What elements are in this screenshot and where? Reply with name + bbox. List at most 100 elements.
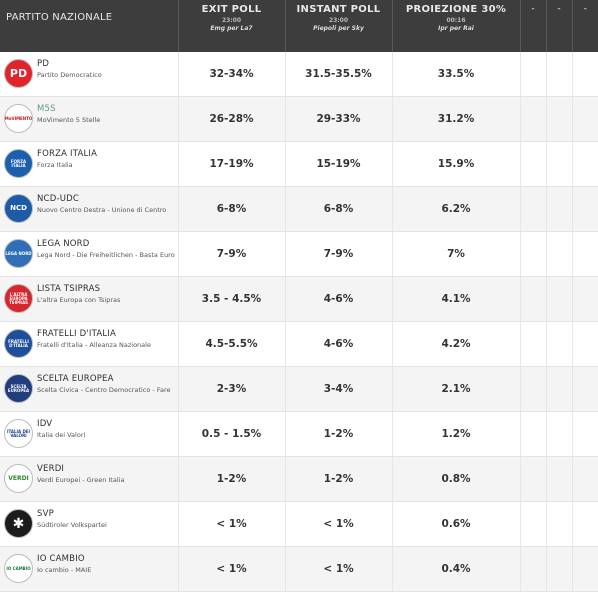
party-name: LEGA NORD xyxy=(37,239,90,249)
party-full-name: MoVimento 5 Stelle xyxy=(37,116,101,124)
empty-cell xyxy=(572,321,598,367)
party-full-name: Scelta Civica - Centro Democratico - Far… xyxy=(37,386,171,394)
empty-cell xyxy=(572,96,598,142)
instant-poll-title: INSTANT POLL xyxy=(296,4,381,15)
iocambio-logo-text: IO CAMBIO xyxy=(6,565,31,571)
exit-poll-value: 0.5 - 1.5% xyxy=(178,411,286,457)
empty-cell xyxy=(572,501,598,547)
instant-poll-value: 3-4% xyxy=(285,366,393,412)
empty-cell xyxy=(546,411,573,457)
lista-tsipras-logo-icon: L'ALTRA EUROPA TSIPRAS xyxy=(4,284,33,313)
extra-column-header-3: - xyxy=(572,0,598,52)
party-cell: SCELTA EUROPEA SCELTA EUROPEA Scelta Civ… xyxy=(0,366,179,412)
exit-poll-value: 4.5-5.5% xyxy=(178,321,286,367)
projection-header: PROIEZIONE 30% 00:16 Ipr per Rai xyxy=(392,0,521,52)
table-row: FRATELLI D'ITALIA FRATELLI D'ITALIA Frat… xyxy=(0,321,598,367)
party-full-name: Südtiroler Volkspartei xyxy=(37,521,107,529)
projection-value: 4.1% xyxy=(392,276,521,322)
projection-value: 6.2% xyxy=(392,186,521,232)
party-name: PD xyxy=(37,59,50,69)
projection-value: 31.2% xyxy=(392,96,521,142)
empty-cell xyxy=(520,411,547,457)
empty-cell xyxy=(546,52,573,97)
projection-value: 1.2% xyxy=(392,411,521,457)
lega-nord-logo-icon: LEGA NORD xyxy=(4,239,33,268)
party-cell: FORZA ITALIA FORZA ITALIA Forza Italia xyxy=(0,141,179,187)
extra-column-header-1: - xyxy=(520,0,547,52)
empty-cell xyxy=(546,501,573,547)
verdi-logo-icon: VERDI xyxy=(4,464,33,493)
party-cell: NCD NCD-UDC Nuovo Centro Destra - Unione… xyxy=(0,186,179,232)
instant-poll-value: 6-8% xyxy=(285,186,393,232)
instant-poll-value: 1-2% xyxy=(285,411,393,457)
exit-poll-value: 2-3% xyxy=(178,366,286,412)
empty-cell xyxy=(572,366,598,412)
party-full-name: Partito Democratico xyxy=(37,71,102,79)
table-body: PD PD Partito Democratico 32-34% 31.5-35… xyxy=(0,52,598,592)
scelta-europea-logo-icon: SCELTA EUROPEA xyxy=(4,374,33,403)
table-row: ITALIA DEI VALORI IDV Italia dei Valori … xyxy=(0,411,598,457)
forza-italia-logo-icon: FORZA ITALIA xyxy=(4,149,33,178)
empty-cell xyxy=(572,456,598,502)
empty-cell xyxy=(520,456,547,502)
instant-poll-value: 15-19% xyxy=(285,141,393,187)
party-full-name: Io cambio - MAIE xyxy=(37,566,92,574)
instant-poll-value: 1-2% xyxy=(285,456,393,502)
table-row: PD PD Partito Democratico 32-34% 31.5-35… xyxy=(0,52,598,97)
projection-value: 2.1% xyxy=(392,366,521,412)
idv-logo-icon: ITALIA DEI VALORI xyxy=(4,419,33,448)
party-name: SCELTA EUROPEA xyxy=(37,374,114,384)
svp-logo-glyph: ✱ xyxy=(12,515,25,532)
party-full-name: Verdi Europei - Green Italia xyxy=(37,476,125,484)
exit-poll-title: EXIT POLL xyxy=(201,4,262,15)
empty-cell xyxy=(520,186,547,232)
empty-cell xyxy=(520,141,547,187)
party-name: LISTA TSIPRAS xyxy=(37,284,101,294)
party-full-name: L'altra Europa con Tsipras xyxy=(37,296,121,304)
instant-poll-value: 29-33% xyxy=(285,96,393,142)
empty-cell xyxy=(520,501,547,547)
instant-poll-time: 23:00 xyxy=(328,17,349,24)
empty-cell xyxy=(546,546,573,592)
party-cell: PD PD Partito Democratico xyxy=(0,52,179,97)
party-cell: LEGA NORD LEGA NORD Lega Nord - Die Frei… xyxy=(0,231,179,277)
table-row: IO CAMBIO IO CAMBIO Io cambio - MAIE < 1… xyxy=(0,546,598,592)
empty-cell xyxy=(520,96,547,142)
party-name: SVP xyxy=(37,509,54,519)
instant-poll-source: Piepoli per Sky xyxy=(313,25,364,32)
party-cell: ✱ SVP Südtiroler Volkspartei xyxy=(0,501,179,547)
projection-value: 15.9% xyxy=(392,141,521,187)
exit-poll-value: 6-8% xyxy=(178,186,286,232)
m5s-logo-text: MoVIMENTO xyxy=(4,115,33,121)
exit-poll-value: 26-28% xyxy=(178,96,286,142)
empty-cell xyxy=(520,366,547,412)
empty-cell xyxy=(520,321,547,367)
exit-poll-value: < 1% xyxy=(178,546,286,592)
instant-poll-value: 4-6% xyxy=(285,321,393,367)
table-row: FORZA ITALIA FORZA ITALIA Forza Italia 1… xyxy=(0,141,598,187)
exit-poll-time: 23:00 xyxy=(221,17,242,24)
table-row: VERDI VERDI Verdi Europei - Green Italia… xyxy=(0,456,598,502)
io-cambio-logo-icon: IO CAMBIO xyxy=(4,554,33,583)
empty-cell xyxy=(572,546,598,592)
party-full-name: Forza Italia xyxy=(37,161,73,169)
party-full-name: Nuovo Centro Destra - Unione di Centro xyxy=(37,206,167,214)
table-header: PARTITO NAZIONALE EXIT POLL 23:00 Emg pe… xyxy=(0,0,598,52)
projection-value: 0.8% xyxy=(392,456,521,502)
pd-logo-icon: PD xyxy=(4,59,33,88)
fi-logo-text: FORZA ITALIA xyxy=(10,158,27,168)
empty-cell xyxy=(546,231,573,277)
party-name: M5S xyxy=(37,104,56,114)
ncd-logo-text: NCD xyxy=(10,204,27,212)
instant-poll-value: 7-9% xyxy=(285,231,393,277)
empty-cell xyxy=(572,141,598,187)
projection-value: 0.4% xyxy=(392,546,521,592)
fdi-logo-text: FRATELLI D'ITALIA xyxy=(8,338,29,348)
empty-cell xyxy=(572,276,598,322)
empty-cell xyxy=(572,411,598,457)
empty-cell xyxy=(546,186,573,232)
party-cell: MoVIMENTO M5S MoVimento 5 Stelle xyxy=(0,96,179,142)
party-cell: ITALIA DEI VALORI IDV Italia dei Valori xyxy=(0,411,179,457)
instant-poll-value: 4-6% xyxy=(285,276,393,322)
